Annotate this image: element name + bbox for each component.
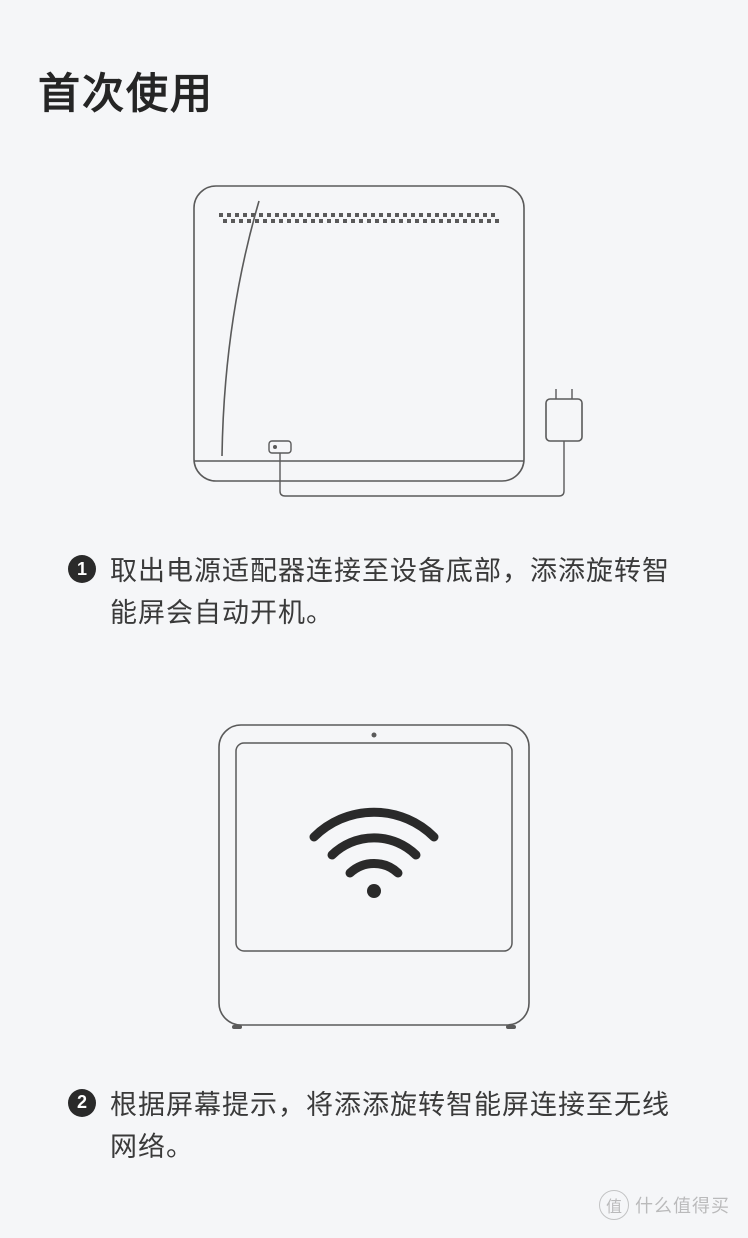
figure-power-adapter <box>38 171 710 511</box>
page-title: 首次使用 <box>38 60 710 121</box>
step-1: 1 取出电源适配器连接至设备底部，添添旋转智能屏会自动开机。 <box>38 551 710 635</box>
watermark-badge: 值 <box>599 1190 629 1220</box>
speaker-grille <box>219 213 499 227</box>
figure-wifi <box>38 715 710 1045</box>
wifi-icon <box>314 812 434 898</box>
watermark-text: 什么值得买 <box>635 1192 730 1218</box>
device-front-diagram <box>194 715 554 1045</box>
watermark: 值 什么值得买 <box>599 1190 730 1220</box>
step-bullet-1: 1 <box>68 555 96 583</box>
step-text-2: 根据屏幕提示，将添添旋转智能屏连接至无线网络。 <box>110 1085 680 1169</box>
device-back-diagram <box>114 171 634 511</box>
step-bullet-2: 2 <box>68 1089 96 1117</box>
step-text-1: 取出电源适配器连接至设备底部，添添旋转智能屏会自动开机。 <box>110 551 680 635</box>
step-2: 2 根据屏幕提示，将添添旋转智能屏连接至无线网络。 <box>38 1085 710 1169</box>
